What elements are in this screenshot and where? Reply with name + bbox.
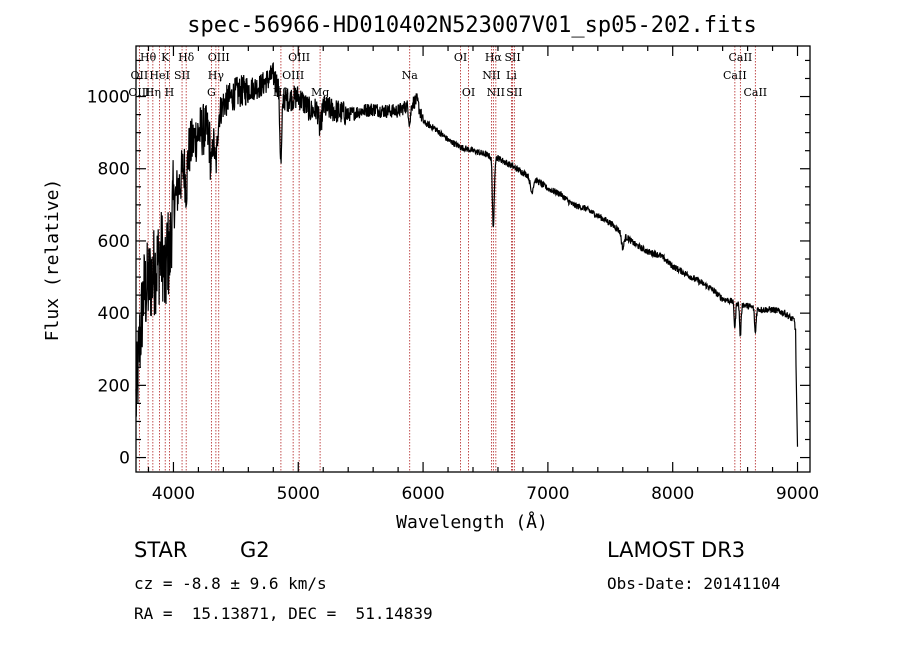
x-tick-label: 9000 (776, 484, 819, 504)
spectral-line-label: Na (402, 69, 419, 82)
spectral-line-label: CaII (743, 86, 767, 99)
x-tick-label: 8000 (651, 484, 694, 504)
y-tick-label: 400 (98, 304, 130, 324)
spectral-line-label: NII (487, 86, 505, 99)
survey-name: LAMOST DR3 (607, 538, 746, 562)
spectral-line-label: SII (504, 51, 520, 64)
object-subclass: G2 (240, 538, 270, 562)
spectral-line-label: CaII (723, 69, 747, 82)
spectral-line-label: NII (482, 69, 500, 82)
x-axis-label: Wavelength (Å) (396, 511, 548, 533)
y-tick-label: 0 (119, 449, 130, 469)
spectral-line-label: OIII (282, 69, 304, 82)
spectral-line-label: OII (131, 69, 149, 82)
y-tick-label: 800 (98, 160, 130, 180)
x-tick-label: 7000 (526, 484, 569, 504)
spectral-line-label: OIII (128, 86, 150, 99)
spectral-line-label: Hη (145, 86, 161, 99)
spectral-line-label: SII (174, 69, 190, 82)
y-tick-label: 200 (98, 376, 130, 396)
y-tick-label: 600 (98, 232, 130, 252)
spectral-line-label: Hγ (208, 69, 225, 82)
spectral-line-label: CaII (729, 51, 753, 64)
spectral-line-label: SII (506, 86, 522, 99)
spectral-line-label: Hθ (140, 51, 157, 64)
spectral-line-label: HeI (149, 69, 169, 82)
object-class: STAR (134, 538, 188, 562)
x-tick-label: 6000 (401, 484, 444, 504)
spectral-line-label: OIII (288, 51, 310, 64)
spectral-line-label: OIII (208, 51, 230, 64)
spectral-line-label: K (161, 51, 170, 64)
spectral-line-label: Hδ (178, 51, 195, 64)
spectral-line-label: Li (506, 69, 517, 82)
spectral-line-label: H (165, 86, 175, 99)
y-axis-ticks: 0 200 400 600 800 1000 (87, 59, 810, 469)
y-tick-label: 1000 (87, 88, 130, 108)
plot-frame (135, 45, 811, 473)
x-tick-label: 5000 (277, 484, 320, 504)
spectral-line-label: Mg (311, 86, 329, 99)
chart-title: spec-56966-HD010402N523007V01_sp05-202.f… (187, 13, 757, 38)
y-axis-label: Flux (relative) (42, 179, 63, 342)
x-axis-ticks: 4000 5000 6000 7000 8000 9000 (147, 46, 819, 504)
x-tick-label: 4000 (152, 484, 195, 504)
observation-date: Obs-Date: 20141104 (607, 574, 781, 593)
spectral-line-label: OI (462, 86, 475, 99)
redshift-readout: cz = -8.8 ± 9.6 km/s (134, 574, 327, 593)
spectral-line-label: G (207, 86, 216, 99)
spectrum-line (135, 62, 799, 447)
spectral-line-label: OI (454, 51, 467, 64)
coordinates-readout: RA = 15.13871, DEC = 51.14839 (134, 604, 433, 623)
spectral-line-label: Hα (485, 51, 503, 64)
